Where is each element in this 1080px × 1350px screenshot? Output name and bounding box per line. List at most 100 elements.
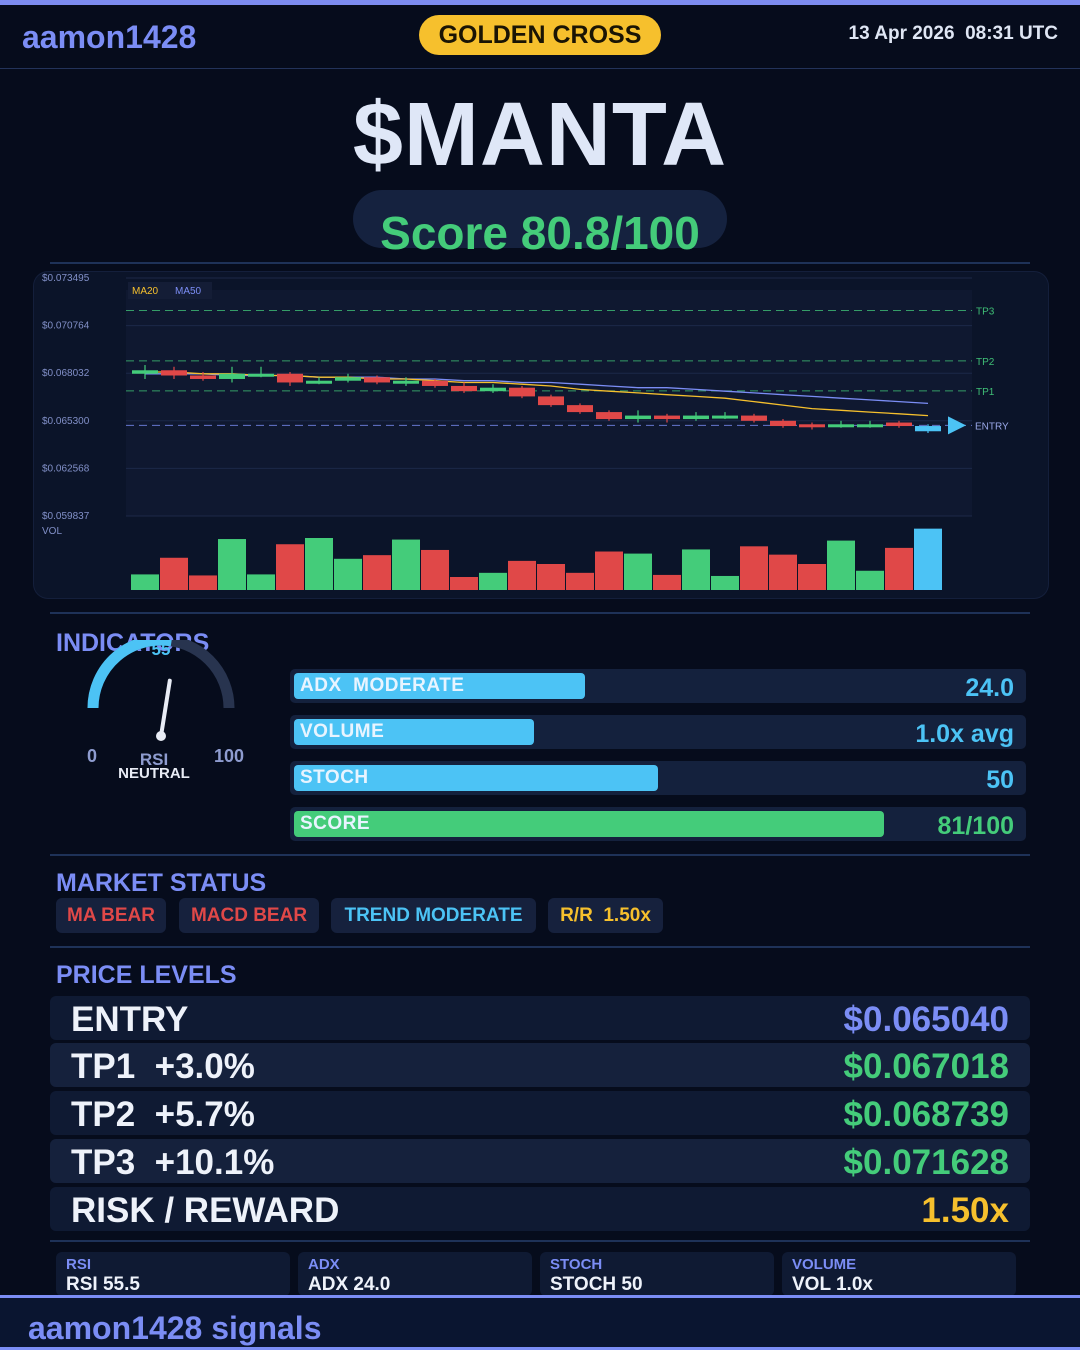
candle-body — [480, 387, 506, 392]
indicator-bar-label: STOCH — [300, 767, 369, 788]
volume-bar — [218, 539, 246, 590]
market-status-title: MARKET STATUS — [56, 869, 267, 897]
footer-brand: aamon1428 signals — [28, 1310, 322, 1346]
candle-body — [915, 426, 941, 432]
price-level-label: TP1 +3.0% — [71, 1047, 255, 1086]
price-level-value: $0.067018 — [843, 1047, 1009, 1086]
entry-arrow — [948, 416, 966, 435]
price-level-row: TP1 +3.0% $0.067018 — [50, 1043, 1030, 1087]
candle-body — [277, 373, 303, 383]
volume-bar — [421, 549, 449, 590]
rsi-gauge-fill — [87, 634, 173, 709]
timestamp: 13 Apr 2026 08:31 UTC — [848, 23, 1058, 44]
candle-body — [886, 422, 912, 427]
legend-ma50: MA50 — [175, 286, 202, 297]
volume-bar — [450, 577, 478, 590]
candle-body — [509, 387, 535, 397]
legend-box — [128, 282, 212, 299]
candle-body — [335, 377, 361, 381]
price-level-value: 1.50x — [921, 1191, 1009, 1230]
indicator-bar-value: 24.0 — [965, 674, 1014, 702]
rsi-name-label: RSI — [139, 750, 169, 769]
volume-bar — [827, 540, 855, 590]
price-level-row: TP2 +5.7% $0.068739 — [50, 1091, 1030, 1135]
price-level-value: $0.068739 — [843, 1095, 1009, 1134]
candle-body — [625, 415, 651, 420]
legend-ma20: MA20 — [132, 286, 159, 297]
volume-bar — [479, 572, 507, 590]
stat-card-key: STOCH — [550, 1256, 603, 1273]
top-accent-line — [0, 0, 1080, 5]
candle-body — [161, 370, 187, 376]
volume-bar — [276, 544, 304, 590]
indicator-bar-fill — [294, 719, 534, 745]
volume-bar — [653, 574, 681, 590]
price-level-label: TP2 +5.7% — [71, 1095, 255, 1134]
header: aamon1428 GOLDEN CROSS 13 Apr 2026 08:31… — [0, 5, 1080, 69]
price-level-row: TP3 +10.1% $0.071628 — [50, 1139, 1030, 1183]
volume-bar — [798, 564, 826, 590]
stat-card-volume: VOLUME VOL 1.0x — [782, 1252, 1016, 1296]
status-chip: MA BEAR — [56, 898, 166, 933]
signal-badge: GOLDEN CROSS — [419, 15, 661, 55]
candle-body — [132, 370, 158, 374]
divider — [50, 612, 1030, 614]
footer: aamon1428 signals — [0, 1295, 1080, 1350]
candle-body — [683, 415, 709, 420]
price-level-label: ENTRY — [71, 1000, 189, 1039]
candle-body — [422, 380, 448, 386]
y-tick-label: $0.062568 — [42, 463, 90, 474]
indicator-bar-1: VOLUME 1.0x avg — [290, 715, 1026, 749]
price-level-label: TP3 +10.1% — [71, 1143, 275, 1182]
score-text: Score 80.8/100 — [380, 207, 700, 259]
volume-bar — [537, 564, 565, 590]
volume-bar — [711, 575, 739, 590]
volume-bar — [247, 574, 275, 590]
rsi-min-label: 0 — [87, 746, 98, 766]
volume-bar — [392, 539, 420, 590]
candle-body — [799, 424, 825, 428]
indicator-bar-label: ADX MODERATE — [300, 675, 465, 696]
volume-bar — [334, 558, 362, 590]
brand-name: aamon1428 — [22, 19, 197, 55]
indicator-bar-0: ADX MODERATE 24.0 — [290, 669, 1026, 703]
rsi-gauge-needle — [159, 678, 172, 738]
rsi-value-label: 55 — [151, 640, 171, 659]
stat-card-value: ADX 24.0 — [308, 1274, 391, 1295]
level-label-tp1: TP1 — [976, 387, 995, 398]
ticker-symbol: $MANTA — [352, 85, 728, 185]
candle-body — [190, 375, 216, 379]
divider — [50, 946, 1030, 948]
price-level-label: RISK / REWARD — [71, 1191, 340, 1230]
stat-card-value: RSI 55.5 — [66, 1274, 140, 1295]
indicator-bar-label: SCORE — [300, 813, 371, 834]
indicator-bar-2: STOCH 50 — [290, 761, 1026, 795]
stat-card-key: RSI — [66, 1256, 92, 1273]
price-level-value: $0.065040 — [843, 1000, 1009, 1039]
divider — [50, 1240, 1030, 1242]
ma20-line — [145, 371, 929, 417]
y-tick-label: $0.073495 — [42, 273, 90, 284]
stat-card-key: ADX — [308, 1256, 340, 1273]
volume-bar — [131, 574, 159, 590]
status-chip: R/R 1.50x — [548, 898, 663, 933]
level-label-tp2: TP2 — [976, 357, 995, 368]
candle-body — [828, 424, 854, 428]
rsi-max-label: 100 — [214, 746, 245, 766]
volume-bar — [856, 570, 884, 590]
indicator-bar-fill — [294, 673, 585, 699]
price-level-value: $0.071628 — [843, 1143, 1009, 1182]
volume-bar — [566, 572, 594, 590]
volume-bar — [363, 555, 391, 590]
volume-bar — [885, 547, 913, 590]
candle-body — [538, 396, 564, 406]
candle-body — [364, 377, 390, 383]
candle-body — [712, 415, 738, 419]
candle-body — [770, 420, 796, 427]
status-chip: MACD BEAR — [179, 898, 319, 933]
rsi-state-label: NEUTRAL — [118, 765, 190, 782]
volume-bar — [160, 557, 188, 590]
volume-bar — [682, 549, 710, 590]
stat-card-value: VOL 1.0x — [792, 1274, 873, 1295]
price-levels-title: PRICE LEVELS — [56, 961, 237, 989]
